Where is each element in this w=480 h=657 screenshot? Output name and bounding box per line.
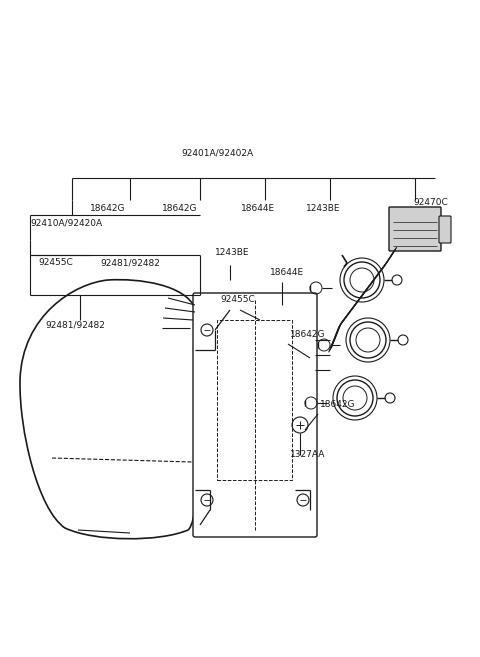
Text: 18642G: 18642G (162, 204, 198, 213)
Text: 92455C: 92455C (38, 258, 73, 267)
Text: 1327AA: 1327AA (290, 450, 325, 459)
Bar (217, 320, 292, 480)
FancyBboxPatch shape (389, 207, 441, 251)
Text: 92470C: 92470C (413, 198, 448, 207)
Text: 18644E: 18644E (241, 204, 275, 213)
Text: 92455C: 92455C (220, 295, 255, 304)
FancyBboxPatch shape (193, 293, 317, 537)
Text: 92410A/92420A: 92410A/92420A (30, 218, 102, 227)
FancyBboxPatch shape (439, 216, 451, 243)
Text: 92401A/92402A: 92401A/92402A (181, 149, 253, 158)
Text: 92481/92482: 92481/92482 (100, 258, 160, 267)
Text: 18642G: 18642G (290, 330, 325, 339)
Text: 1243BE: 1243BE (306, 204, 340, 213)
Text: 18642G: 18642G (90, 204, 126, 213)
Text: 18642G: 18642G (320, 400, 356, 409)
PathPatch shape (20, 280, 202, 539)
Text: 18644E: 18644E (270, 268, 304, 277)
Text: 1243BE: 1243BE (215, 248, 250, 257)
Text: 92481/92482: 92481/92482 (45, 320, 105, 329)
